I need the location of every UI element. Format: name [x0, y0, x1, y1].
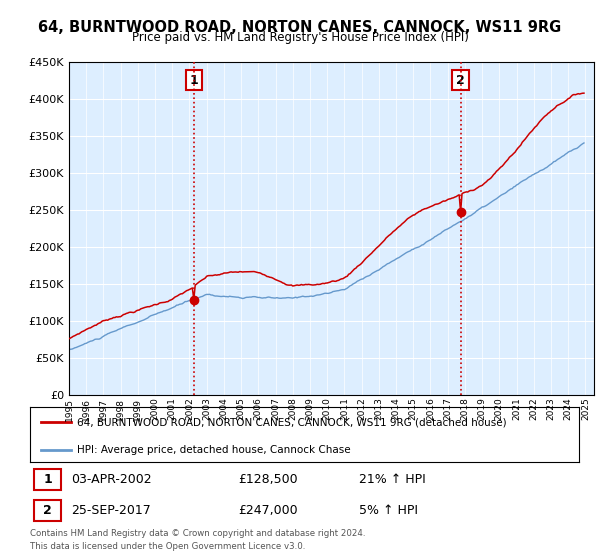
Text: 1995: 1995: [65, 398, 74, 421]
Text: 1999: 1999: [133, 398, 142, 421]
Text: 2002: 2002: [185, 398, 194, 421]
Text: 2004: 2004: [220, 398, 229, 421]
Text: 2024: 2024: [563, 398, 572, 420]
Text: 2010: 2010: [323, 398, 332, 421]
Text: 2023: 2023: [547, 398, 556, 421]
Text: 2022: 2022: [529, 398, 538, 420]
Text: Price paid vs. HM Land Registry's House Price Index (HPI): Price paid vs. HM Land Registry's House …: [131, 31, 469, 44]
Text: 2001: 2001: [168, 398, 177, 421]
Text: 2: 2: [456, 73, 465, 87]
Text: 1998: 1998: [116, 398, 125, 421]
Text: 1996: 1996: [82, 398, 91, 421]
Text: 2025: 2025: [581, 398, 590, 421]
Text: 25-SEP-2017: 25-SEP-2017: [71, 504, 151, 517]
Text: 2018: 2018: [460, 398, 469, 421]
Text: 2016: 2016: [426, 398, 435, 421]
Text: 2008: 2008: [288, 398, 297, 421]
Text: 5% ↑ HPI: 5% ↑ HPI: [359, 504, 418, 517]
Text: 2003: 2003: [202, 398, 211, 421]
Text: 2015: 2015: [409, 398, 418, 421]
Text: HPI: Average price, detached house, Cannock Chase: HPI: Average price, detached house, Cann…: [77, 445, 350, 455]
Text: This data is licensed under the Open Government Licence v3.0.: This data is licensed under the Open Gov…: [30, 542, 305, 551]
Text: 1997: 1997: [99, 398, 108, 421]
Text: 03-APR-2002: 03-APR-2002: [71, 473, 152, 486]
Text: 64, BURNTWOOD ROAD, NORTON CANES, CANNOCK, WS11 9RG: 64, BURNTWOOD ROAD, NORTON CANES, CANNOC…: [38, 20, 562, 35]
Text: 2017: 2017: [443, 398, 452, 421]
Text: 2019: 2019: [478, 398, 487, 421]
Text: 2012: 2012: [357, 398, 366, 421]
Text: 2007: 2007: [271, 398, 280, 421]
Text: 21% ↑ HPI: 21% ↑ HPI: [359, 473, 426, 486]
FancyBboxPatch shape: [34, 469, 61, 490]
Text: 2009: 2009: [305, 398, 314, 421]
Text: 64, BURNTWOOD ROAD, NORTON CANES, CANNOCK, WS11 9RG (detached house): 64, BURNTWOOD ROAD, NORTON CANES, CANNOC…: [77, 418, 506, 427]
FancyBboxPatch shape: [34, 500, 61, 521]
Text: 2006: 2006: [254, 398, 263, 421]
Text: 1: 1: [43, 473, 52, 486]
Text: £247,000: £247,000: [239, 504, 298, 517]
Text: 2021: 2021: [512, 398, 521, 421]
Text: 2: 2: [43, 504, 52, 517]
Text: 2020: 2020: [495, 398, 504, 421]
Text: 2014: 2014: [392, 398, 401, 421]
Text: 2011: 2011: [340, 398, 349, 421]
Text: 1: 1: [190, 73, 198, 87]
Text: Contains HM Land Registry data © Crown copyright and database right 2024.: Contains HM Land Registry data © Crown c…: [30, 529, 365, 538]
Text: 2013: 2013: [374, 398, 383, 421]
Text: £128,500: £128,500: [239, 473, 298, 486]
Text: 2000: 2000: [151, 398, 160, 421]
Text: 2005: 2005: [236, 398, 245, 421]
